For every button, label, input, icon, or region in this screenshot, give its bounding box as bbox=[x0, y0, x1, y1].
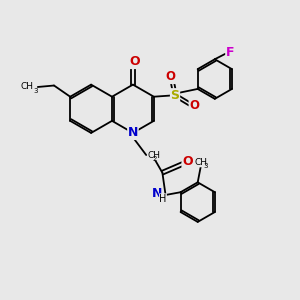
Text: O: O bbox=[182, 155, 193, 168]
Text: S: S bbox=[170, 89, 179, 102]
Text: CH: CH bbox=[195, 158, 208, 167]
Text: O: O bbox=[189, 99, 199, 112]
Text: N: N bbox=[152, 187, 162, 200]
Text: CH: CH bbox=[20, 82, 33, 91]
Text: CH: CH bbox=[148, 151, 161, 160]
Text: O: O bbox=[129, 56, 140, 68]
Text: 3: 3 bbox=[34, 88, 38, 94]
Text: 3: 3 bbox=[203, 164, 208, 169]
Text: H: H bbox=[159, 194, 167, 204]
Text: O: O bbox=[166, 70, 176, 83]
Text: N: N bbox=[128, 126, 138, 140]
Text: F: F bbox=[226, 46, 234, 59]
Text: 2: 2 bbox=[153, 156, 157, 162]
